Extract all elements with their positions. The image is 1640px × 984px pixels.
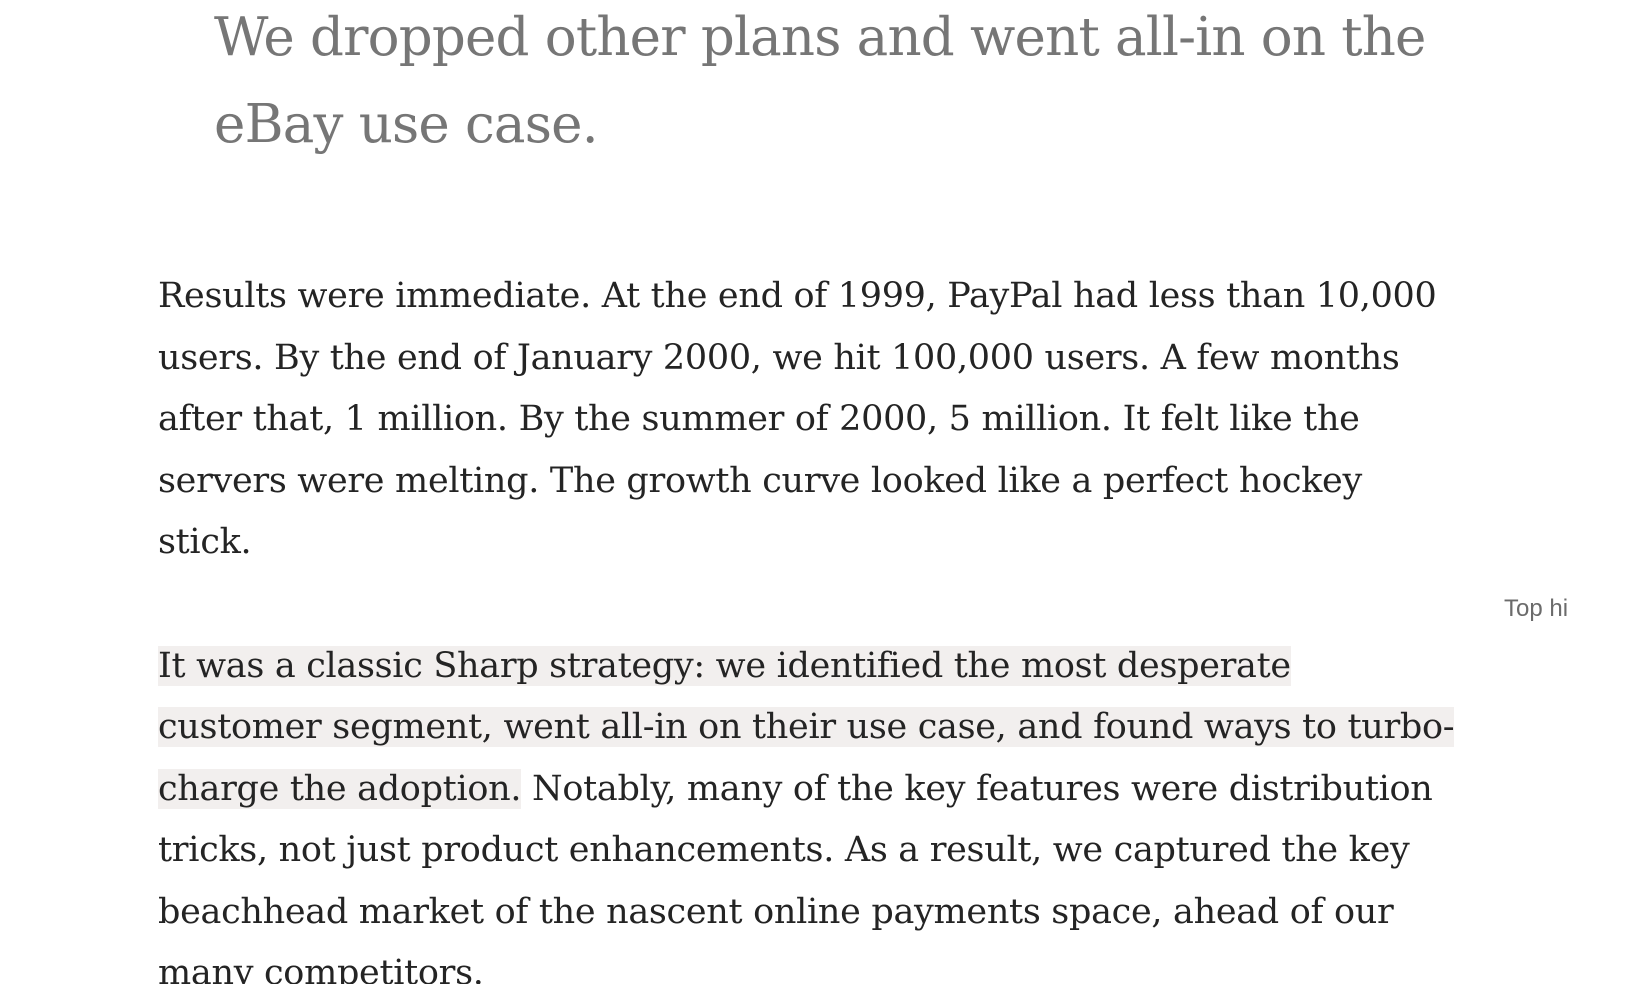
paragraph-strategy: It was a classic Sharp strategy: we iden… (158, 636, 1458, 984)
article-body: Results were immediate. At the end of 19… (158, 266, 1458, 984)
top-highlight-label[interactable]: Top hi (1504, 595, 1569, 622)
paragraph-results: Results were immediate. At the end of 19… (158, 276, 1437, 562)
paragraph-strategy-rest: Notably, many of the key features were d… (158, 768, 1433, 984)
pull-quote: We dropped other plans and went all-in o… (214, 7, 1426, 155)
